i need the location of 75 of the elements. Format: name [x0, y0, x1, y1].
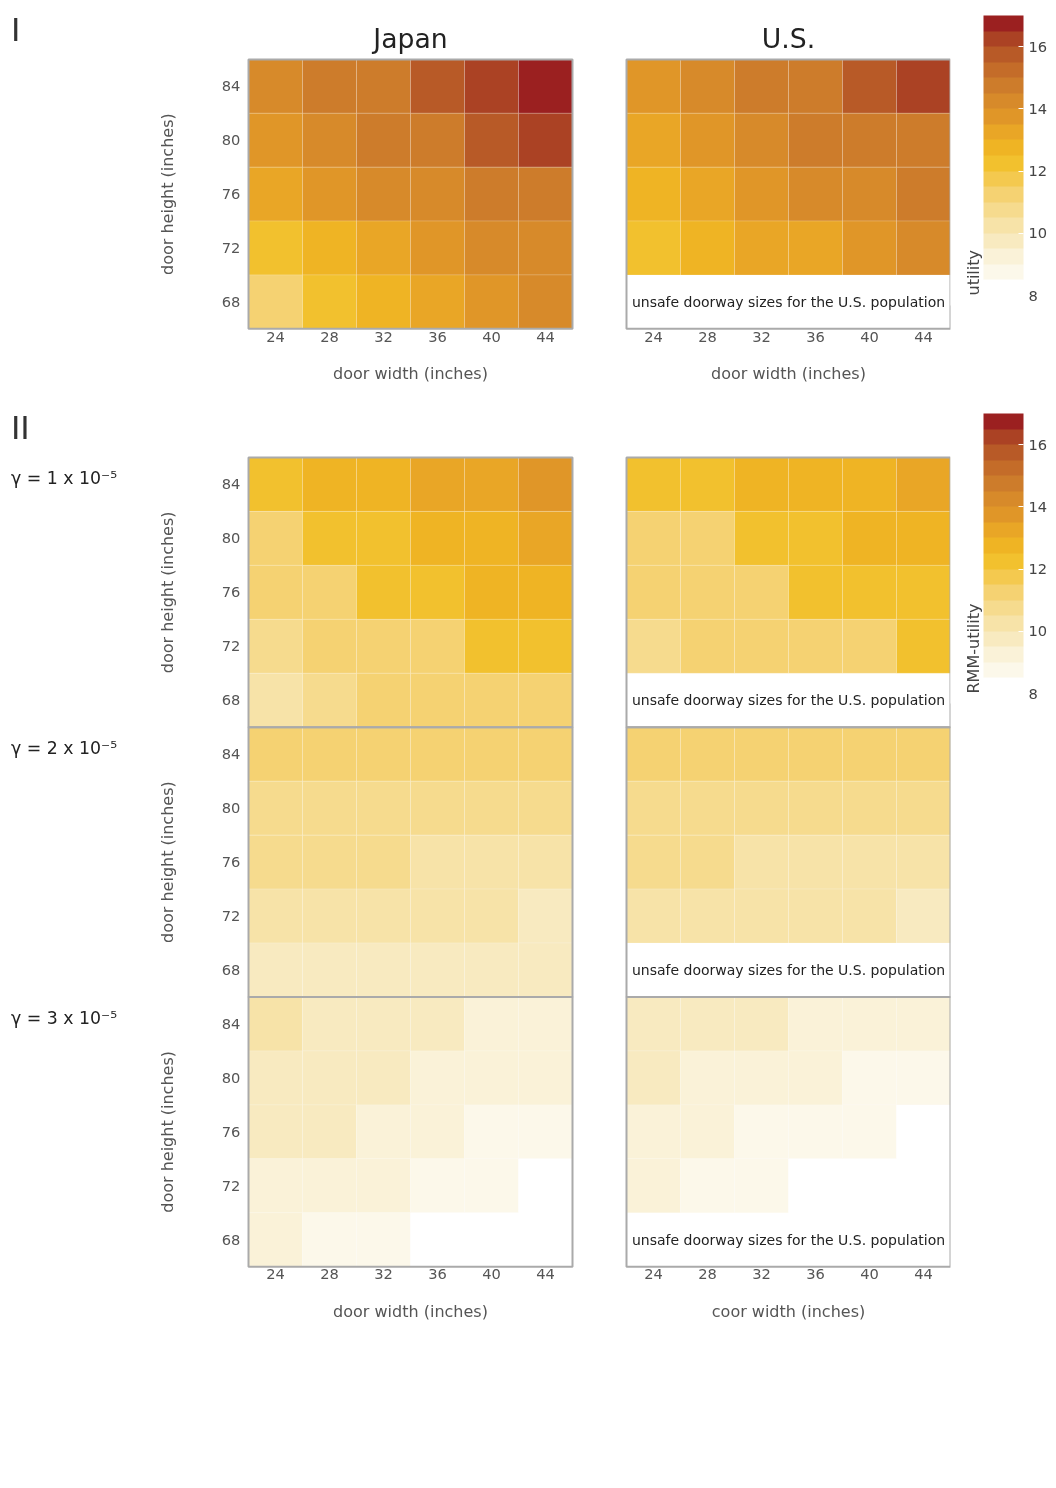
y-tick-label: 72	[221, 637, 241, 655]
y-tick-label: 84	[221, 745, 241, 763]
y-tick-label: 68	[221, 1230, 241, 1248]
text: door width (inches)	[711, 363, 866, 383]
x-tick-label: 40	[860, 1265, 879, 1283]
color-bar-label: 8	[1028, 286, 1038, 304]
x-tick-label: 32	[374, 1265, 393, 1283]
color-bar-label: 14	[1028, 99, 1048, 117]
y-tick-label: 72	[221, 907, 241, 925]
annotation: unsafe doorway sizes for the U.S. population	[631, 692, 946, 709]
text: I	[10, 10, 21, 49]
y-tick-label: 84	[221, 475, 241, 493]
color-bar-label: 8	[1028, 684, 1038, 702]
y-tick-label: 80	[221, 529, 241, 547]
y-tick-label: 84	[221, 77, 241, 95]
y-tick-label: 68	[221, 292, 241, 310]
x-tick-label: 36	[428, 327, 447, 345]
y-tick-label: 68	[221, 961, 241, 979]
y-axis-title: door height (inches)	[158, 511, 177, 674]
x-tick-label: 44	[914, 1265, 933, 1283]
y-tick-label: 68	[221, 691, 241, 709]
y-tick-label: 76	[221, 583, 241, 601]
y-tick-label: 76	[221, 1122, 241, 1140]
text: door height (inches)	[158, 781, 177, 943]
x-axis-title: door width (inches)	[333, 363, 488, 383]
color-bar-label: 12	[1028, 560, 1048, 578]
x-tick-label: 44	[536, 1265, 555, 1283]
x-tick-label: 40	[482, 327, 501, 345]
text: γ = 2 x 10⁻⁵	[10, 738, 118, 759]
x-tick-label: 40	[482, 1265, 501, 1283]
x-tick-label: 32	[374, 327, 393, 345]
text: Japan	[371, 23, 448, 54]
y-axis-title: door height (inches)	[158, 113, 177, 275]
text: unsafe doorway sizes for the U.S. population	[631, 962, 946, 979]
x-tick-label: 28	[320, 1265, 339, 1283]
y-tick-label: 80	[221, 131, 241, 149]
y-tick-label: 80	[221, 799, 241, 817]
y-tick-label: 76	[221, 853, 241, 871]
text: II	[10, 408, 30, 447]
x-axis-title: door width (inches)	[333, 1301, 488, 1321]
text: door height (inches)	[158, 1051, 177, 1213]
text: U.S.	[761, 23, 816, 54]
color-bar-label: 14	[1028, 497, 1048, 515]
y-tick-label: 76	[221, 185, 241, 203]
text: γ = 1 x 10⁻⁵	[10, 468, 118, 489]
x-tick-label: 36	[428, 1265, 447, 1283]
x-tick-label: 44	[914, 327, 933, 345]
text: coor width (inches)	[711, 1301, 866, 1321]
x-tick-label: 28	[698, 327, 717, 345]
text: unsafe doorway sizes for the U.S. population	[631, 1231, 946, 1248]
x-tick-label: 36	[806, 1265, 825, 1283]
y-tick-label: 72	[221, 239, 241, 256]
color-bar-label: 16	[1028, 435, 1048, 453]
x-tick-label: 36	[806, 327, 825, 345]
annotation: unsafe doorway sizes for the U.S. population	[631, 293, 946, 310]
color-bar-label: 10	[1028, 622, 1048, 640]
x-tick-label: 32	[752, 1265, 771, 1283]
color-bar-label: 12	[1028, 162, 1048, 180]
x-tick-label: 32	[752, 327, 771, 345]
x-tick-label: 24	[266, 1265, 285, 1283]
color-bar-title: utility	[963, 250, 983, 296]
y-tick-label: 84	[221, 1014, 241, 1032]
x-tick-label: 44	[536, 327, 555, 345]
x-tick-label: 24	[644, 327, 663, 345]
color-bar-title: RMM-utility	[963, 603, 983, 694]
y-tick-label: 72	[221, 1176, 241, 1194]
x-tick-label: 40	[860, 327, 879, 345]
x-tick-label: 24	[266, 327, 285, 345]
color-bar-label: 10	[1028, 224, 1048, 242]
color-bar-label: 16	[1028, 37, 1048, 55]
y-tick-label: 80	[221, 1068, 241, 1086]
x-tick-label: 28	[698, 1265, 717, 1283]
x-tick-label: 24	[644, 1265, 663, 1283]
text: γ = 3 x 10⁻⁵	[10, 1007, 118, 1028]
x-tick-label: 28	[320, 327, 339, 345]
